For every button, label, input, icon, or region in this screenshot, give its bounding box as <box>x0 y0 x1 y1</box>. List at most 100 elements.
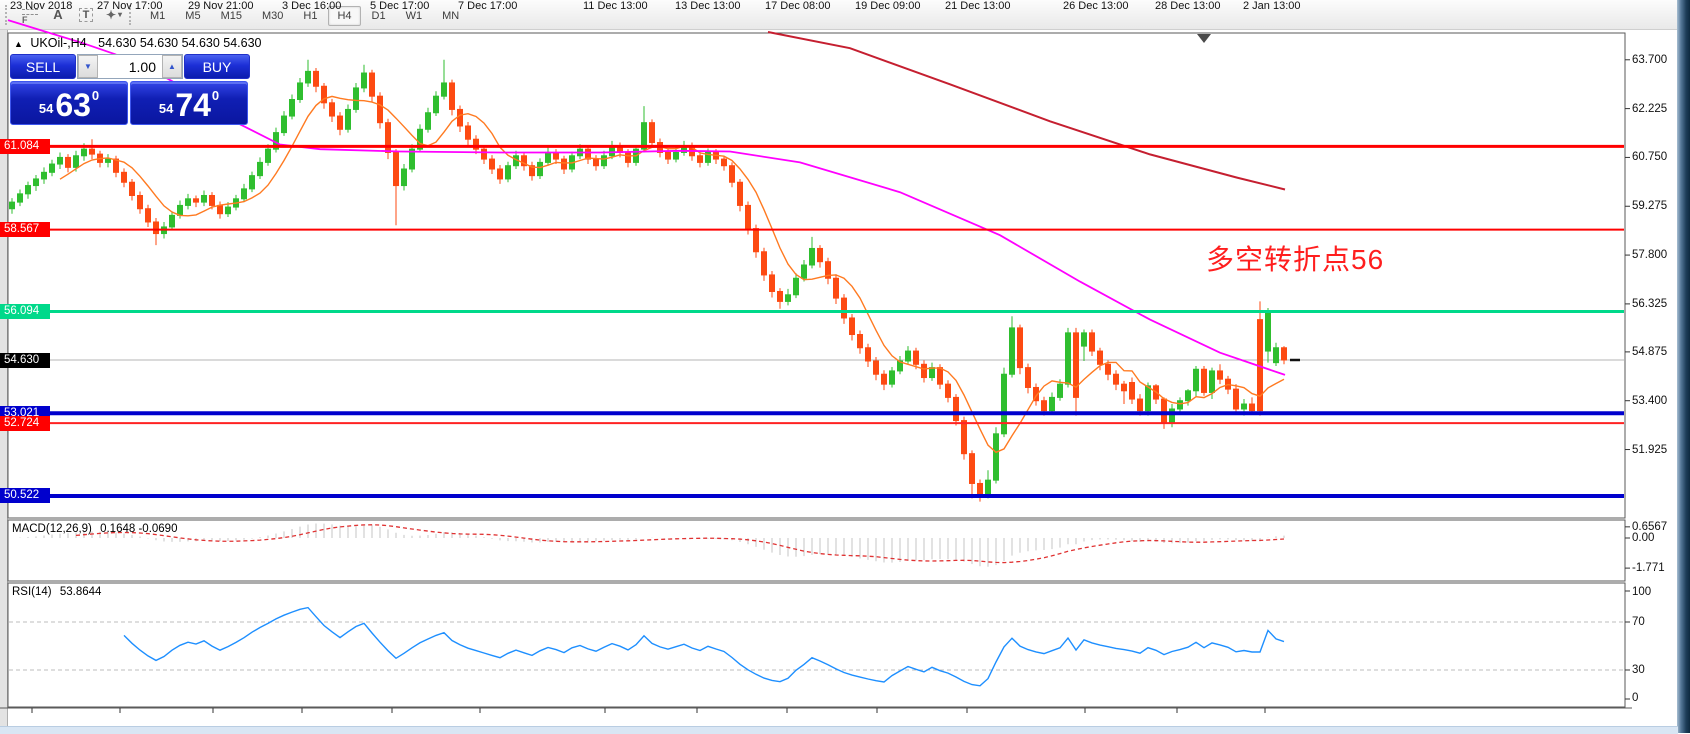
timeframe-button-h4[interactable]: H4 <box>328 5 361 26</box>
candle-body <box>1057 383 1063 398</box>
candle-body <box>385 122 391 153</box>
candle-body <box>257 161 263 177</box>
time-axis-label: 19 Dec 09:00 <box>855 0 921 12</box>
toolbar-grip[interactable] <box>5 4 11 25</box>
candle-body <box>809 247 815 266</box>
macd-pane-border <box>7 519 1626 582</box>
rsi-pane-border <box>7 582 1626 708</box>
candle-body <box>761 251 767 276</box>
toolbar-separator <box>129 4 135 25</box>
candle-body <box>769 274 775 292</box>
candle-body <box>921 363 927 379</box>
timeframe-button-mn[interactable]: MN <box>442 9 460 22</box>
buy-price-display[interactable]: 54 74 0 <box>130 81 248 125</box>
time-axis-label: 26 Dec 13:00 <box>1063 0 1129 12</box>
candle-body <box>585 148 591 160</box>
candle-body <box>1121 383 1127 392</box>
macd-signal-line <box>75 524 1285 564</box>
candle-body <box>1049 396 1055 412</box>
candle-body <box>433 95 439 114</box>
candle-body <box>89 148 95 155</box>
rsi-axis-label: 70 <box>1632 616 1645 628</box>
timeframe-button-m30[interactable]: M30 <box>261 9 284 22</box>
candle-body <box>353 87 359 110</box>
time-axis-label: 13 Dec 13:00 <box>675 0 741 12</box>
candle-body <box>993 433 999 481</box>
candle-body <box>641 122 647 150</box>
candle-body <box>225 206 231 215</box>
timeframe-button-m15[interactable]: M15 <box>220 9 242 22</box>
rsi-line <box>123 606 1285 687</box>
text-label-tool-icon[interactable]: A <box>53 7 63 22</box>
candle-body <box>73 155 79 168</box>
candle-body <box>969 453 975 484</box>
candle-body <box>177 204 183 216</box>
rsi-indicator-label: RSI(14) 53.8644 <box>12 586 102 598</box>
candle-body <box>593 158 599 167</box>
candle-body <box>1201 368 1207 393</box>
candle-body <box>153 221 159 235</box>
sell-button[interactable]: SELL <box>10 54 76 79</box>
volume-input[interactable]: 1.00 <box>128 58 156 75</box>
candle-body <box>105 158 111 163</box>
candle-body <box>817 247 823 263</box>
candle-body <box>321 85 327 104</box>
candle-body <box>625 151 631 163</box>
candle-body <box>929 367 935 379</box>
candle-body <box>505 165 511 180</box>
timeframe-buttons: M1 M5 M15 M30 H1 H4 D1 W1 MN <box>140 5 469 26</box>
candle-body <box>265 148 271 163</box>
candle-body <box>1241 403 1247 410</box>
volume-decrease-button[interactable]: ▼ <box>78 55 98 78</box>
arrows-tool-icon[interactable]: ✦ ▾ <box>105 7 123 22</box>
candle-body <box>201 194 207 203</box>
timeframe-button-d1[interactable]: D1 <box>371 9 386 22</box>
rsi-axis-label: 100 <box>1632 586 1652 598</box>
candle-body <box>1185 390 1191 402</box>
candle-body <box>729 165 735 183</box>
sell-price-display[interactable]: 54 63 0 <box>10 81 128 125</box>
buy-button[interactable]: BUY <box>184 54 250 79</box>
candle-body <box>721 158 727 167</box>
timeframe-button-m1[interactable]: M1 <box>150 9 166 22</box>
candle-body <box>345 108 351 130</box>
candle-body <box>489 158 495 170</box>
candles-layer <box>9 59 1287 502</box>
volume-increase-button[interactable]: ▲ <box>162 55 182 78</box>
text-tool-icon[interactable]: T <box>74 3 98 27</box>
candle-body <box>953 396 959 422</box>
ma-slow-line <box>767 31 1286 191</box>
candle-body <box>313 70 319 87</box>
candle-body <box>529 165 535 177</box>
candle-body <box>1097 350 1103 365</box>
candle-body <box>1273 347 1279 364</box>
candle-body <box>409 148 415 170</box>
candle-body <box>209 194 215 206</box>
timeframe-button-w1[interactable]: W1 <box>405 9 423 22</box>
time-axis-label: 29 Nov 21:00 <box>188 0 254 12</box>
candle-body <box>1065 332 1071 385</box>
candle-body <box>697 155 703 163</box>
candle-body <box>801 264 807 279</box>
chart-shift-marker-icon[interactable] <box>1197 34 1211 43</box>
candle-body <box>241 188 247 200</box>
time-axis-label: 5 Dec 17:00 <box>370 0 430 12</box>
one-click-trading-panel: SELL ▼ 1.00 ▲ BUY 54 63 0 54 74 0 <box>10 54 250 125</box>
price-axis-label: 57.800 <box>1632 249 1668 262</box>
fibonacci-tool-icon[interactable]: F <box>18 3 42 27</box>
candle-body <box>793 277 799 296</box>
candle-body <box>25 185 31 195</box>
candle-body <box>41 171 47 180</box>
time-axis-label: 3 Dec 16:00 <box>282 0 342 12</box>
candle-body <box>865 347 871 362</box>
candle-body <box>121 171 127 183</box>
candle-body <box>1281 347 1287 361</box>
price-axis-label: 60.750 <box>1632 151 1668 164</box>
candle-body <box>1129 382 1135 400</box>
panel-collapse-arrow-icon[interactable]: ▲ <box>14 39 23 49</box>
timeframe-button-h1[interactable]: H1 <box>303 9 318 22</box>
candle-body <box>481 148 487 160</box>
timeframe-button-m5[interactable]: M5 <box>185 9 201 22</box>
candle-body <box>425 112 431 130</box>
